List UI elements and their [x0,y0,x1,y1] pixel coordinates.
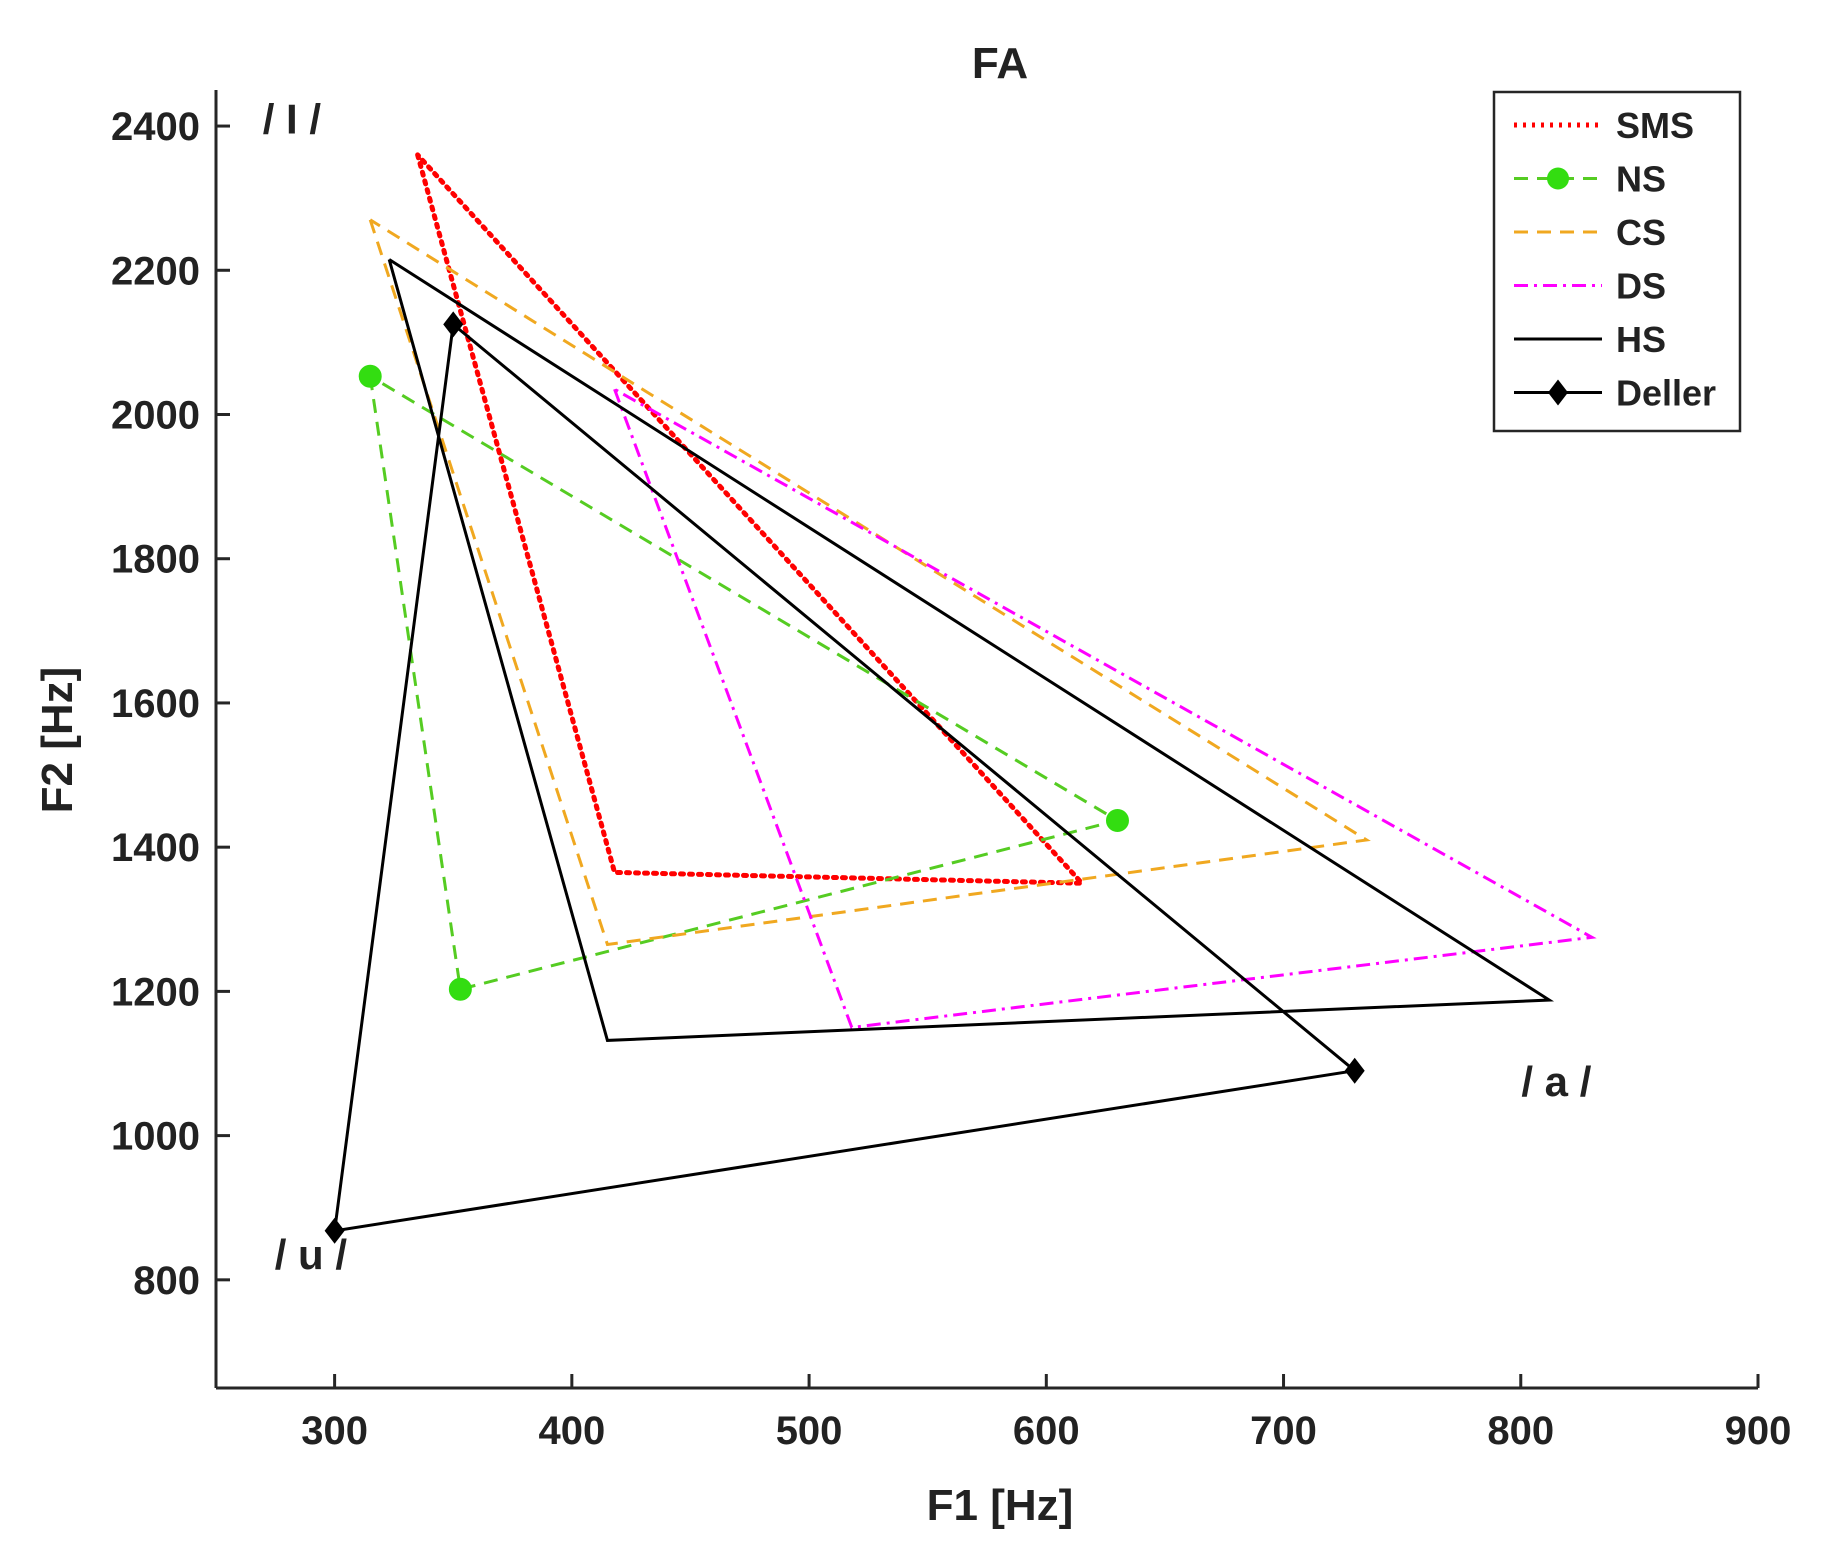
series-ds [613,387,1597,1030]
series-cs [368,218,1371,947]
series-ns [358,364,1129,1001]
legend-entry-cs: CS [1514,212,1666,253]
legend: SMS NS CS DS HS Deller [1492,90,1742,433]
y-axis-title: F2 [Hz] [33,667,82,814]
series-line [613,387,1597,1030]
axes [214,90,1758,1390]
legend-entry-hs: HS [1514,319,1666,360]
data-series-group [324,152,1597,1244]
data-point-circle [358,364,382,388]
series-line [368,218,1371,947]
legend-entry-sms: SMS [1514,105,1694,146]
legend-label: DS [1616,266,1666,307]
x-tick-label: 700 [1250,1409,1317,1453]
data-point-circle [1105,808,1129,832]
series-line [387,258,1555,1042]
data-point-diamond [324,1217,345,1244]
legend-label: Deller [1616,373,1716,414]
legend-label: HS [1616,319,1666,360]
y-tick-label: 1600 [111,682,200,726]
x-tick-label: 800 [1487,1409,1554,1453]
y-tick-label: 2000 [111,394,200,438]
chart-title: FA [972,39,1028,88]
annotations: / I / / a / / u / [263,95,1592,1278]
series-hs [387,258,1555,1042]
data-point-circle [448,977,472,1001]
x-tick-label: 600 [1013,1409,1080,1453]
series-line [415,152,1088,886]
series-sms [415,152,1088,886]
y-tick-label: 1400 [111,826,200,870]
legend-label: SMS [1616,105,1694,146]
legend-label: CS [1616,212,1666,253]
x-tick-label: 300 [301,1409,368,1453]
vowel-annotation: / u / [275,1231,348,1278]
y-tick-label: 1000 [111,1115,200,1159]
x-axis-title: F1 [Hz] [927,1481,1074,1530]
data-point-diamond [1344,1057,1365,1084]
y-tick-label: 2400 [111,105,200,149]
x-tick-label: 900 [1725,1409,1792,1453]
vowel-annotation: / I / [263,95,322,142]
y-tick-labels: 800 1000 1200 1400 1600 1800 2000 2200 2400 [111,105,230,1303]
x-tick-labels: 300 400 500 600 700 800 900 [301,1374,1791,1453]
vowel-annotation: / a / [1521,1058,1591,1105]
legend-entry-deller: Deller [1514,373,1716,414]
data-point-diamond [443,311,464,338]
legend-marker-diamond [1548,379,1568,406]
y-tick-label: 1800 [111,538,200,582]
y-tick-label: 2200 [111,249,200,293]
legend-marker-circle [1547,167,1569,190]
legend-entry-ds: DS [1514,266,1666,307]
legend-label: NS [1616,159,1666,200]
legend-entry-ns: NS [1514,159,1666,200]
x-tick-label: 500 [776,1409,843,1453]
x-tick-label: 400 [538,1409,605,1453]
series-line [332,323,1359,1233]
y-tick-label: 800 [133,1259,200,1303]
series-deller [324,311,1365,1244]
legend-box [1492,90,1742,433]
y-tick-label: 1200 [111,970,200,1014]
series-line [368,374,1122,992]
